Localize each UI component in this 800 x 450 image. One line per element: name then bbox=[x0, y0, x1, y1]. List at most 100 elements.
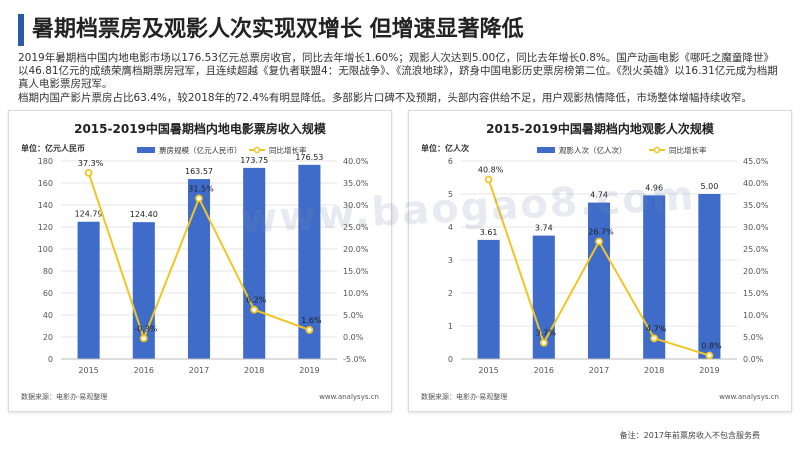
summary-paragraph-1: 2019年暑期档中国内地电影市场以176.53亿元总票房收官，同比去年增长1.6… bbox=[18, 52, 778, 90]
y-right-tick: 15.0% bbox=[343, 267, 369, 276]
bar-2017 bbox=[187, 179, 211, 359]
legend-line-marker bbox=[253, 146, 261, 154]
growth-rate-label: 26.7% bbox=[588, 228, 614, 237]
x-tick: 2016 bbox=[534, 366, 554, 375]
growth-rate-point bbox=[595, 237, 603, 246]
x-tick: 2016 bbox=[134, 366, 154, 375]
audience-chart-panel: 2015-2019中国暑期档内地观影人次规模单位：亿人次 观影人次（亿人次） 同比增… bbox=[408, 110, 792, 412]
bar-label: 3.61 bbox=[480, 228, 498, 237]
y-left-tick: 0 bbox=[48, 355, 53, 364]
y-left-tick: 4 bbox=[448, 223, 453, 232]
growth-rate-point bbox=[250, 305, 259, 314]
legend-bar-swatch bbox=[137, 147, 155, 153]
y-left-tick: 180 bbox=[38, 157, 53, 166]
legend-line-marker bbox=[653, 146, 661, 154]
bar-label: 173.75 bbox=[240, 156, 268, 165]
x-tick: 2015 bbox=[78, 366, 98, 375]
x-tick: 2017 bbox=[189, 366, 209, 375]
legend-bar-label: 票房规模（亿元人民币） bbox=[159, 145, 242, 155]
y-right-tick: 25.0% bbox=[743, 245, 769, 254]
growth-rate-point bbox=[539, 338, 548, 347]
growth-rate-label: 4.7% bbox=[646, 324, 667, 333]
x-tick: 2018 bbox=[644, 366, 664, 375]
growth-rate-point bbox=[305, 326, 314, 334]
bar-label: 176.53 bbox=[295, 153, 323, 162]
x-tick: 2017 bbox=[589, 366, 609, 375]
y-left-tick: 120 bbox=[38, 223, 53, 232]
y-left-tick: 5 bbox=[448, 190, 453, 199]
bar-2015 bbox=[477, 239, 500, 359]
y-left-tick: 40 bbox=[43, 311, 53, 320]
x-tick: 2018 bbox=[244, 366, 264, 375]
page-title: 暑期档票房及观影人次实现双增长 但增速显著降低 bbox=[32, 17, 524, 42]
growth-rate-label: 40.8% bbox=[478, 165, 504, 174]
bar-label: 163.57 bbox=[185, 167, 213, 176]
y-left-tick: 2 bbox=[448, 289, 453, 298]
x-tick: 2019 bbox=[299, 366, 319, 375]
bar-label: 4.96 bbox=[645, 183, 663, 192]
growth-rate-point bbox=[650, 334, 659, 343]
legend-bar-label: 观影人次（亿人次） bbox=[559, 145, 627, 155]
y-left-tick: 1 bbox=[448, 322, 453, 331]
growth-rate-label: 31.5% bbox=[188, 184, 214, 193]
bar-label: 3.74 bbox=[535, 224, 553, 233]
y-right-tick: 0.0% bbox=[743, 355, 764, 364]
growth-rate-label: 3.7% bbox=[536, 329, 557, 338]
unit-label: 单位：亿人次 bbox=[421, 143, 469, 153]
source-site: www.analysys.cn bbox=[319, 393, 379, 401]
y-right-tick: 35.0% bbox=[343, 179, 369, 188]
unit-label: 单位：亿元人民币 bbox=[21, 143, 85, 153]
bar-2019 bbox=[698, 194, 721, 359]
growth-rate-point bbox=[84, 168, 93, 177]
growth-rate-label: -0.3% bbox=[134, 324, 158, 333]
x-tick: 2015 bbox=[478, 366, 498, 375]
y-right-tick: 20.0% bbox=[343, 245, 369, 254]
growth-rate-point bbox=[705, 351, 714, 360]
y-right-tick: 10.0% bbox=[743, 311, 769, 320]
y-right-tick: 0.0% bbox=[343, 333, 364, 342]
growth-rate-point bbox=[139, 334, 148, 343]
bar-2018 bbox=[643, 195, 666, 359]
source-site: www.analysys.cn bbox=[719, 393, 779, 401]
y-right-tick: 35.0% bbox=[743, 201, 769, 210]
y-right-tick: 40.0% bbox=[343, 157, 369, 166]
title-accent-bar bbox=[18, 14, 24, 46]
y-right-tick: 10.0% bbox=[343, 289, 369, 298]
y-left-tick: 100 bbox=[38, 245, 53, 254]
chart-title: 2015-2019中国暑期档内地电影票房收入规模 bbox=[74, 121, 327, 136]
legend-line-label: 同比增长率 bbox=[269, 145, 307, 155]
legend-bar-swatch bbox=[537, 147, 555, 153]
y-right-tick: -5.0% bbox=[343, 355, 367, 364]
growth-rate-label: 1.6% bbox=[301, 316, 322, 325]
y-left-tick: 20 bbox=[43, 333, 53, 342]
y-left-tick: 80 bbox=[43, 267, 53, 276]
y-right-tick: 15.0% bbox=[743, 289, 769, 298]
y-right-tick: 25.0% bbox=[343, 223, 369, 232]
y-left-tick: 0 bbox=[448, 355, 453, 364]
y-right-tick: 40.0% bbox=[743, 179, 769, 188]
y-left-tick: 140 bbox=[38, 201, 53, 210]
y-right-tick: 5.0% bbox=[743, 333, 764, 342]
y-right-tick: 20.0% bbox=[743, 267, 769, 276]
summary-paragraph-2: 档期内国产影片票房占比63.4%，较2018年的72.4%有明显降低。多部影片口… bbox=[18, 92, 752, 104]
bar-2019 bbox=[298, 164, 321, 359]
x-tick: 2019 bbox=[699, 366, 719, 375]
y-left-tick: 6 bbox=[448, 157, 453, 166]
chart-title: 2015-2019中国暑期档内地观影人次规模 bbox=[486, 121, 715, 136]
y-right-tick: 45.0% bbox=[743, 157, 769, 166]
y-left-tick: 3 bbox=[448, 256, 453, 265]
y-right-tick: 30.0% bbox=[743, 223, 769, 232]
footnote: 备注：2017年前票房收入不包含服务费 bbox=[619, 431, 760, 440]
bar-label: 124.79 bbox=[75, 210, 103, 219]
data-source: 数据来源：电影办·易观整理 bbox=[421, 392, 507, 401]
legend-line-label: 同比增长率 bbox=[669, 145, 707, 155]
growth-rate-point bbox=[484, 175, 493, 184]
growth-rate-point bbox=[195, 194, 203, 203]
bar-2017 bbox=[587, 202, 611, 359]
box-office-chart-panel: 2015-2019中国暑期档内地电影票房收入规模单位：亿元人民币 票房规模（亿元人… bbox=[8, 110, 392, 412]
data-source: 数据来源：电影办·易观整理 bbox=[21, 392, 107, 401]
growth-rate-label: 0.8% bbox=[701, 341, 722, 350]
y-right-tick: 5.0% bbox=[343, 311, 364, 320]
